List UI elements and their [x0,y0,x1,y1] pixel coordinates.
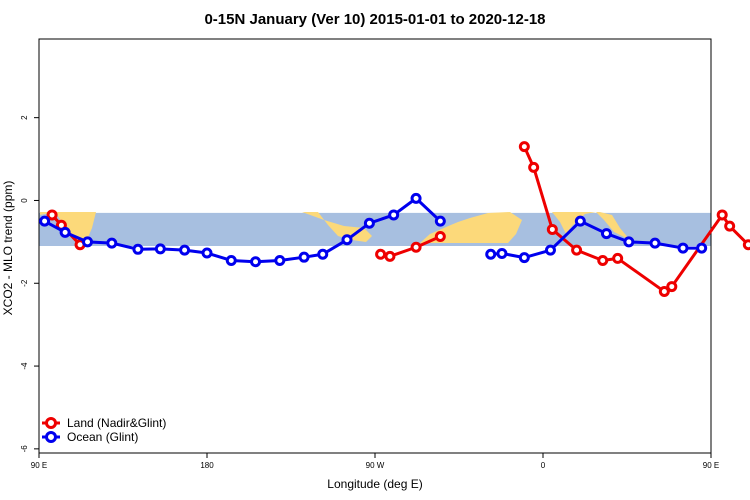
data-point-ocean [574,215,586,227]
data-point-land [666,281,678,293]
y-axis-label: XCO2 - MLO trend (ppm) [1,181,15,316]
data-point-ocean [298,251,310,263]
data-point-ocean [39,215,51,227]
data-point-land [528,161,540,173]
land-shape-se-asia [552,212,630,240]
data-point-ocean [225,254,237,266]
data-point-ocean [600,228,612,240]
data-point-ocean [388,209,400,221]
x-tick-label: 90 E [31,461,47,470]
data-point-ocean [179,244,191,256]
x-tick-label: 180 [200,461,214,470]
y-tick-label: -4 [20,362,29,370]
data-point-land [384,250,396,262]
data-point-ocean [623,236,635,248]
y-tick-label: 0 [20,198,29,203]
data-point-ocean [363,217,375,229]
data-point-ocean [274,254,286,266]
data-point-land [518,141,530,153]
data-point-ocean [544,244,556,256]
x-tick-label: 90 W [366,461,385,470]
data-point-land [612,252,624,264]
data-point-ocean [82,236,94,248]
data-point-ocean [518,252,530,264]
data-point-ocean [341,234,353,246]
data-point-land [410,241,422,253]
legend-marker-land [45,417,57,429]
data-point-ocean [410,192,422,204]
data-point-ocean [106,237,118,249]
series-ocean [39,192,708,268]
y-tick-label: -6 [20,445,29,453]
x-tick-label: 90 E [703,461,719,470]
data-point-ocean [677,242,689,254]
data-point-ocean [696,242,708,254]
data-point-ocean [59,226,71,238]
x-tick-label: 0 [541,461,546,470]
data-point-ocean [132,243,144,255]
land-shape-asia [40,212,96,243]
data-point-ocean [250,256,262,268]
data-point-ocean [649,237,661,249]
series-layer [39,141,750,298]
series-line-ocean [490,219,702,260]
series-land [46,141,750,298]
x-axis-label: Longitude (deg E) [327,477,422,491]
data-point-ocean [201,247,213,259]
data-point-land [742,239,750,251]
data-point-ocean [317,248,329,260]
legend-marker-ocean [45,431,57,443]
data-point-land [658,286,670,298]
data-point-land [375,248,387,260]
data-point-ocean [496,247,508,259]
data-point-land [434,230,446,242]
data-point-land [546,223,558,235]
data-point-land [597,254,609,266]
data-point-land [46,209,58,221]
data-point-ocean [485,248,497,260]
legend-label-ocean: Ocean (Glint) [67,430,138,444]
data-point-land [571,244,583,256]
data-point-ocean [154,243,166,255]
legend: Land (Nadir&Glint) Ocean (Glint) [42,416,166,444]
legend-label-land: Land (Nadir&Glint) [67,416,166,430]
data-point-land [716,209,728,221]
y-tick-label: -2 [20,279,29,287]
data-point-ocean [434,215,446,227]
data-point-land [724,220,736,232]
y-tick-label: 2 [20,115,29,120]
chart-title: 0-15N January (Ver 10) 2015-01-01 to 202… [204,11,545,28]
